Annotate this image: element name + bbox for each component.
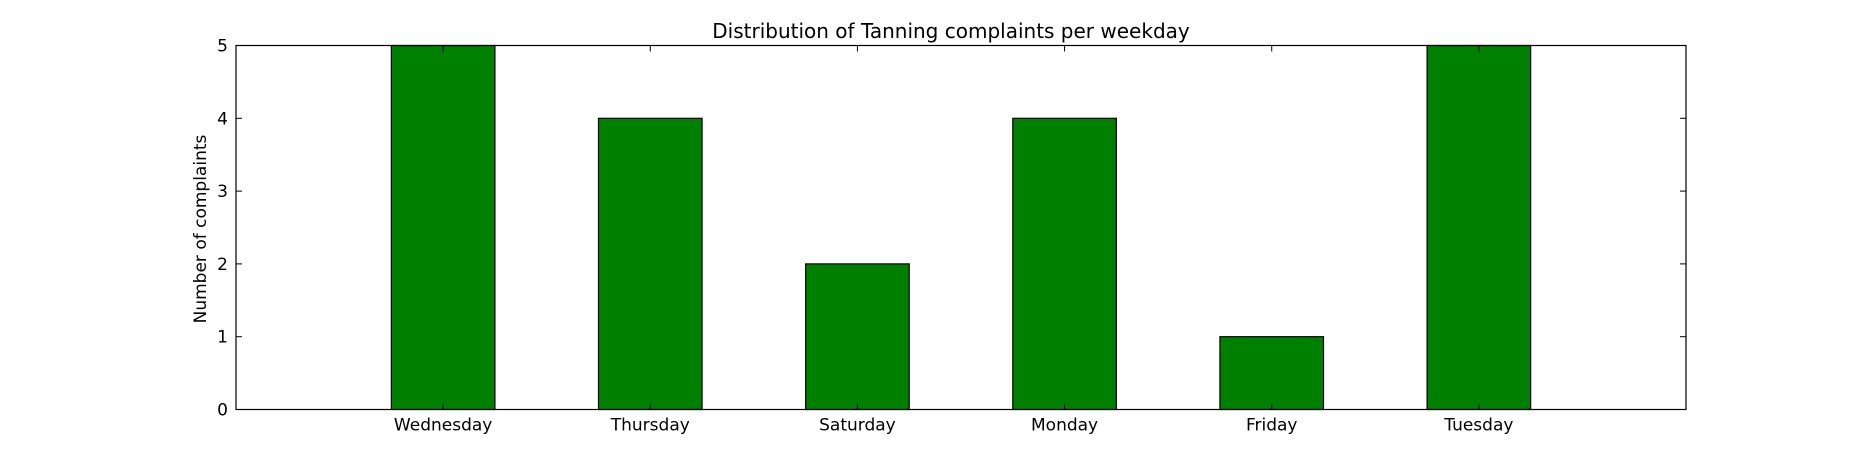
bars-group [390,44,1532,411]
plot-frame [235,44,1687,411]
y-tick-label: 3 [217,182,228,202]
x-tick-label: Monday [1031,416,1098,436]
y-tick-label: 1 [217,328,228,348]
y-tick-label: 4 [217,109,228,129]
x-tick-label: Saturday [819,416,896,436]
x-tick-label: Tuesday [1443,416,1513,436]
bar-saturday [805,263,910,411]
y-tick-label: 5 [217,37,228,57]
x-tick-label: Thursday [610,416,690,436]
chart-title: Distribution of Tanning complaints per w… [712,19,1190,43]
x-tick-label: Wednesday [394,416,492,436]
bar-thursday [597,117,703,411]
x-tick-label: Friday [1246,416,1298,436]
ticks-group: Wednesday Thursday Saturday Monday Friday Tue… [217,37,1686,436]
bar-wednesday [390,44,496,411]
y-axis-title: Number of complaints [191,134,211,323]
bar-monday [1012,117,1117,411]
bar-tuesday [1426,44,1532,411]
bar-friday [1219,336,1325,411]
y-tick-label: 2 [217,255,228,275]
y-tick-label: 0 [217,401,228,421]
